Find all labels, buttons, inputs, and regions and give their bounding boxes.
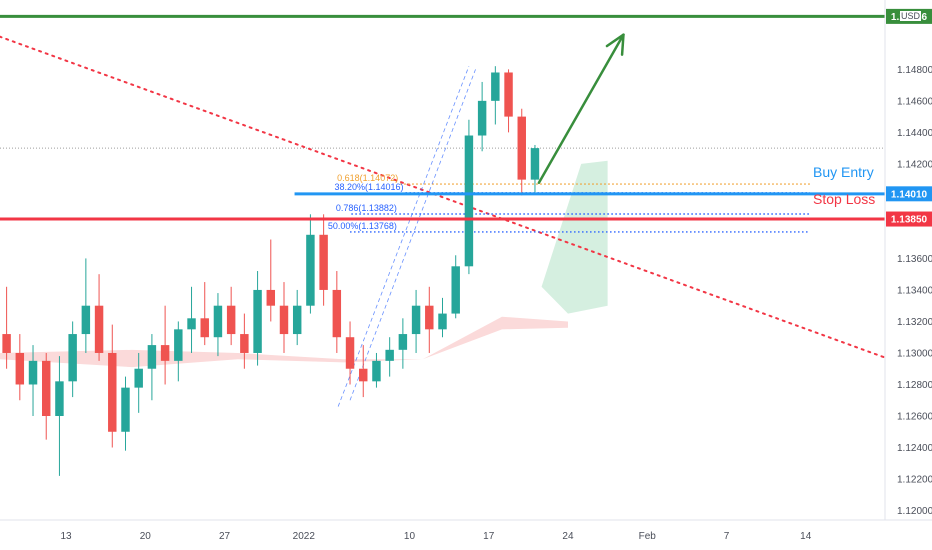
buy-entry-price-badge (886, 186, 932, 202)
candle-body (306, 234, 315, 306)
candle-body (425, 305, 434, 330)
candle-body (42, 360, 51, 416)
fib-swing-line (349, 69, 476, 401)
candle-body (477, 100, 487, 136)
ichimoku-cloud (0, 160, 608, 368)
time-axis[interactable]: 13 20 27 2022 10 17 24 Feb 7 14 (0, 519, 932, 542)
candle-body (385, 349, 394, 361)
cloud-bearish (0, 316, 568, 368)
candle-body (398, 334, 408, 350)
candle-body (464, 135, 474, 267)
time-tick-label: 13 (60, 531, 72, 542)
buy-entry-annotation: Buy Entry (813, 164, 874, 180)
stop-loss-price-label: 1.13850 (891, 215, 928, 226)
arrow-shaft (537, 33, 625, 185)
candle-body (200, 318, 209, 338)
candle-body (292, 305, 302, 335)
fib-label: 0.786(1.13882) (336, 203, 397, 213)
candle-body (438, 313, 447, 330)
candle-body (213, 305, 223, 338)
target-arrow (537, 33, 625, 185)
candle-body (121, 387, 130, 432)
candle-body (187, 318, 196, 330)
candle-body (160, 345, 170, 361)
price-tick-label: 1.12000 (897, 506, 932, 517)
candle-body (174, 329, 183, 361)
candle-body (266, 289, 276, 306)
fib-label: 50.00%(1.13768) (328, 221, 397, 231)
candle-body (226, 305, 236, 335)
candle-body (491, 72, 500, 101)
time-tick-label: 2022 (293, 531, 316, 542)
candle-body (332, 289, 342, 338)
candle-body (530, 148, 540, 180)
time-tick-label: 27 (219, 531, 231, 542)
candle-body (359, 368, 368, 382)
price-tick-label: 1.13200 (897, 317, 932, 328)
price-tick-label: 1.14400 (897, 128, 932, 139)
candle-body (240, 334, 249, 353)
time-tick-label: 14 (800, 531, 812, 542)
candle-body (108, 352, 117, 432)
buy-entry-price-label: 1.14010 (891, 189, 928, 200)
candle-body (68, 334, 77, 382)
candle-body (517, 116, 526, 180)
price-tick-label: 1.13000 (897, 348, 932, 359)
time-tick-label: 17 (483, 531, 495, 542)
candle-body (94, 305, 104, 353)
currency-label: USD (900, 11, 922, 21)
candle-body (279, 305, 289, 335)
candle-body (411, 305, 421, 335)
trade-levels (0, 14, 885, 221)
price-tick-label: 1.13400 (897, 285, 932, 296)
candle-body (2, 334, 11, 353)
candle-body (345, 337, 355, 369)
candle-body (55, 381, 64, 416)
time-tick-label: 24 (562, 531, 574, 542)
candle-body (134, 368, 143, 388)
price-tick-label: 1.14600 (897, 96, 932, 107)
price-axis[interactable]: 1.14800 1.14600 1.14400 1.14200 1.13600 1.134… (884, 0, 932, 520)
candle-body (81, 305, 91, 335)
time-tick-label: 7 (724, 531, 730, 542)
price-tick-label: 1.12200 (897, 475, 932, 486)
candlestick-series (2, 66, 540, 476)
stop-loss-annotation: Stop Loss (813, 191, 875, 207)
time-tick-label: Feb (639, 531, 657, 542)
descending-trendline (0, 35, 913, 369)
price-tick-label: 1.12600 (897, 412, 932, 423)
fib-label: 0.618(1.14072) (337, 173, 398, 183)
price-tick-label: 1.14800 (897, 65, 932, 76)
candle-body (504, 72, 513, 117)
candle-body (15, 352, 25, 385)
candle-body (147, 345, 157, 369)
fib-label: 38.20%(1.14016) (334, 182, 403, 192)
candle-body (319, 234, 328, 290)
arrow-head (605, 33, 625, 56)
candle-body (253, 289, 262, 353)
price-tick-label: 1.12400 (897, 443, 932, 454)
stop-loss-price-badge (886, 211, 932, 227)
time-tick-label: 20 (140, 531, 152, 542)
fib-swing-line (337, 66, 470, 407)
price-tick-label: 1.12800 (897, 380, 932, 391)
price-tick-label: 1.14200 (897, 159, 932, 170)
candle-body (451, 266, 460, 314)
time-tick-label: 10 (404, 531, 416, 542)
candle-body (372, 360, 381, 382)
price-tick-label: 1.13600 (897, 254, 932, 265)
cloud-bullish (541, 160, 608, 314)
candle-body (28, 360, 38, 385)
